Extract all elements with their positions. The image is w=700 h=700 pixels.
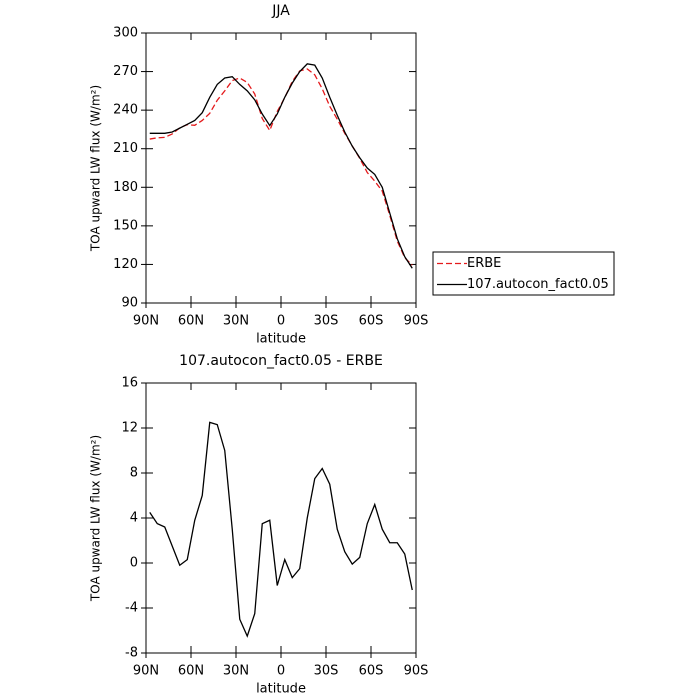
x-tick-label: 90S (404, 664, 429, 679)
x-tick-label: 90N (133, 664, 159, 679)
x-tick-label: 60N (178, 664, 204, 679)
y-tick-label: -8 (125, 646, 138, 661)
series-line (149, 421, 413, 638)
y-tick-label: 16 (121, 376, 138, 391)
x-tick-label: 90S (404, 314, 429, 329)
x-tick-label: 30S (314, 314, 339, 329)
x-tick-label: 90N (133, 314, 159, 329)
y-tick-label: 300 (113, 26, 138, 41)
y-tick-label: 4 (130, 511, 138, 526)
y-tick-label: 12 (121, 421, 138, 436)
y-tick-label: 270 (113, 64, 138, 79)
chart-title: JJA (271, 3, 290, 19)
series-line (149, 63, 413, 269)
x-axis-label: latitude (256, 682, 306, 697)
y-tick-label: -4 (125, 601, 138, 616)
y-tick-label: 150 (113, 218, 138, 233)
y-tick-label: 240 (113, 103, 138, 118)
y-tick-label: 0 (130, 556, 138, 571)
legend-label: ERBE (467, 256, 501, 271)
plot-frame (145, 382, 417, 654)
x-tick-label: 0 (277, 664, 285, 679)
y-tick-label: 120 (113, 257, 138, 272)
x-tick-label: 60N (178, 314, 204, 329)
legend-label: 107.autocon_fact0.05 (467, 277, 609, 292)
y-tick-label: 210 (113, 141, 138, 156)
x-tick-label: 0 (277, 314, 285, 329)
x-axis-label: latitude (256, 332, 306, 347)
x-tick-label: 60S (359, 664, 384, 679)
y-tick-label: 90 (121, 296, 138, 311)
plot-frame (145, 32, 417, 304)
y-tick-label: 180 (113, 180, 138, 195)
y-tick-label: 8 (130, 466, 138, 481)
x-tick-label: 30N (223, 664, 249, 679)
y-axis-label: TOA upward LW flux (W/m²) (89, 435, 103, 602)
x-tick-label: 30S (314, 664, 339, 679)
chart-title: 107.autocon_fact0.05 - ERBE (179, 353, 383, 369)
y-axis-label: TOA upward LW flux (W/m²) (89, 85, 103, 252)
series-line (149, 68, 413, 266)
x-tick-label: 30N (223, 314, 249, 329)
legend-box (432, 251, 615, 296)
x-tick-label: 60S (359, 314, 384, 329)
